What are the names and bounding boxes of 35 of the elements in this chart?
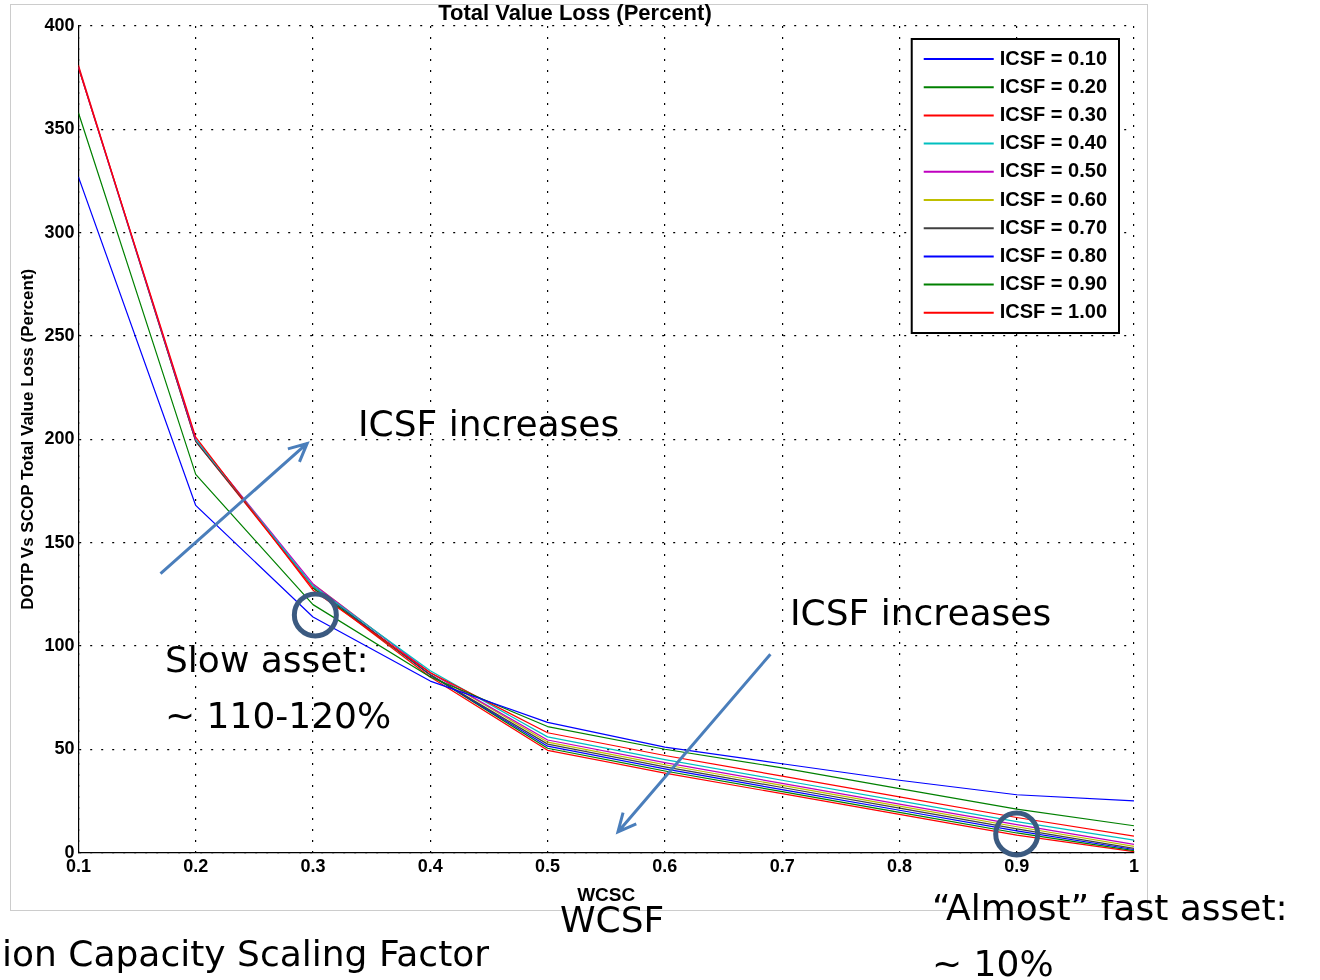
legend-label: ICSF = 0.40 xyxy=(999,131,1108,154)
legend-label: ICSF = 0.80 xyxy=(999,243,1108,266)
y-axis-title: DOTP Vs SCOP Total Value Loss (Percent) xyxy=(17,268,37,610)
annotation: ICSF increases xyxy=(358,402,620,446)
x-tick-label: 0.6 xyxy=(652,856,678,877)
x-axis-title: WCSC xyxy=(577,883,636,905)
annotation: Slow asset: ~ 110-120% xyxy=(165,638,392,738)
x-tick-label: 0.5 xyxy=(535,856,561,877)
x-tick-label: 0.3 xyxy=(300,856,326,877)
x-tick-label: 0.2 xyxy=(183,856,209,877)
y-tick-label: 350 xyxy=(44,118,75,139)
y-tick-label: 400 xyxy=(44,14,75,35)
y-tick-label: 50 xyxy=(54,738,75,759)
annotation: ICSF increases xyxy=(790,591,1052,635)
legend-label: ICSF = 0.70 xyxy=(999,215,1108,238)
x-tick-label: 1 xyxy=(1128,856,1140,877)
chart-title: Total Value Loss (Percent) xyxy=(438,0,712,25)
legend-label: ICSF = 0.60 xyxy=(999,187,1108,210)
legend-label: ICSF = 0.90 xyxy=(999,272,1108,295)
y-tick-label: 150 xyxy=(44,531,75,552)
legend-label: ICSF = 0.20 xyxy=(999,74,1108,97)
text: ion Capacity Scaling Factor xyxy=(2,933,490,974)
y-tick-label: 200 xyxy=(44,428,75,449)
y-tick-label: 100 xyxy=(44,634,75,655)
legend-label: ICSF = 0.30 xyxy=(999,102,1108,125)
x-tick-label: 0.4 xyxy=(417,856,443,877)
y-tick-label: 300 xyxy=(44,221,75,242)
legend-label: ICSF = 0.10 xyxy=(999,46,1108,69)
text: “Almost” fast asset: ~ 10% xyxy=(932,886,1288,980)
legend-label: ICSF = 0.50 xyxy=(999,159,1108,182)
legend-label: ICSF = 1.00 xyxy=(999,300,1108,323)
x-tick-label: 0.8 xyxy=(886,856,912,877)
y-tick-label: 250 xyxy=(44,324,75,345)
x-tick-label: 0.9 xyxy=(1004,856,1030,877)
x-tick-label: 0.7 xyxy=(769,856,795,877)
